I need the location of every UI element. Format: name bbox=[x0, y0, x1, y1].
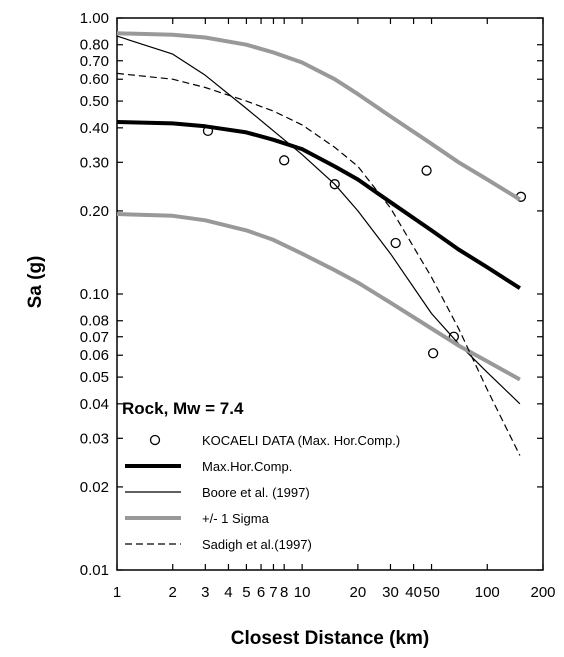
x-tick-label: 4 bbox=[224, 584, 232, 601]
y-tick-label: 0.10 bbox=[80, 286, 109, 303]
y-tick-label: 0.03 bbox=[80, 430, 109, 447]
legend-entry: +/- 1 Sigma bbox=[202, 511, 270, 526]
legend-entry: Sadigh et al.(1997) bbox=[202, 537, 312, 552]
x-tick-label: 40 bbox=[405, 584, 422, 601]
x-tick-label: 30 bbox=[382, 584, 399, 601]
x-tick-label: 50 bbox=[423, 584, 440, 601]
x-tick-label: 1 bbox=[113, 584, 121, 601]
x-tick-label: 5 bbox=[242, 584, 250, 601]
series-line bbox=[116, 120, 521, 290]
y-tick-label: 0.40 bbox=[80, 120, 109, 137]
legend-entry: KOCAELI DATA (Max. Hor.Comp.) bbox=[202, 433, 400, 448]
legend-marker bbox=[149, 434, 161, 446]
y-tick-label: 0.06 bbox=[80, 347, 109, 364]
y-tick-label: 0.02 bbox=[80, 479, 109, 496]
legend-entry: Boore et al. (1997) bbox=[202, 485, 310, 500]
y-tick-label: 0.04 bbox=[80, 396, 109, 413]
y-tick-label: 0.05 bbox=[80, 369, 109, 386]
x-tick-label: 100 bbox=[475, 584, 500, 601]
data-point bbox=[427, 348, 439, 359]
data-point bbox=[421, 165, 432, 176]
series-line bbox=[116, 212, 521, 382]
y-axis-label: Sa (g) bbox=[25, 256, 46, 309]
y-tick-label: 0.08 bbox=[80, 313, 109, 330]
x-axis-label: Closest Distance (km) bbox=[231, 628, 430, 649]
x-tick-label: 3 bbox=[201, 584, 209, 601]
chart-annotation: Rock, Mw = 7.4 bbox=[122, 399, 244, 418]
data-point bbox=[390, 237, 401, 249]
y-tick-label: 0.30 bbox=[80, 154, 109, 171]
x-tick-label: 6 bbox=[257, 584, 265, 601]
x-tick-label: 8 bbox=[280, 584, 288, 601]
y-tick-label: 0.60 bbox=[80, 71, 109, 88]
x-tick-label: 2 bbox=[169, 584, 177, 601]
x-tick-label: 10 bbox=[294, 584, 311, 601]
series-line bbox=[116, 72, 521, 456]
series-line bbox=[116, 31, 521, 202]
plot-frame bbox=[116, 17, 544, 571]
legend-entry: Max.Hor.Comp. bbox=[202, 459, 292, 474]
y-tick-label: 0.50 bbox=[80, 93, 109, 110]
data-point bbox=[279, 155, 290, 166]
y-tick-label: 0.07 bbox=[80, 329, 109, 346]
y-tick-label: 0.01 bbox=[80, 562, 109, 579]
y-tick-label: 0.70 bbox=[80, 53, 109, 70]
y-tick-label: 0.20 bbox=[80, 203, 109, 220]
x-tick-label: 200 bbox=[530, 584, 555, 601]
y-tick-label: 1.00 bbox=[80, 10, 109, 27]
x-tick-label: 7 bbox=[269, 584, 277, 601]
y-tick-label: 0.80 bbox=[80, 37, 109, 54]
x-tick-label: 20 bbox=[350, 584, 367, 601]
series-line bbox=[116, 35, 521, 405]
